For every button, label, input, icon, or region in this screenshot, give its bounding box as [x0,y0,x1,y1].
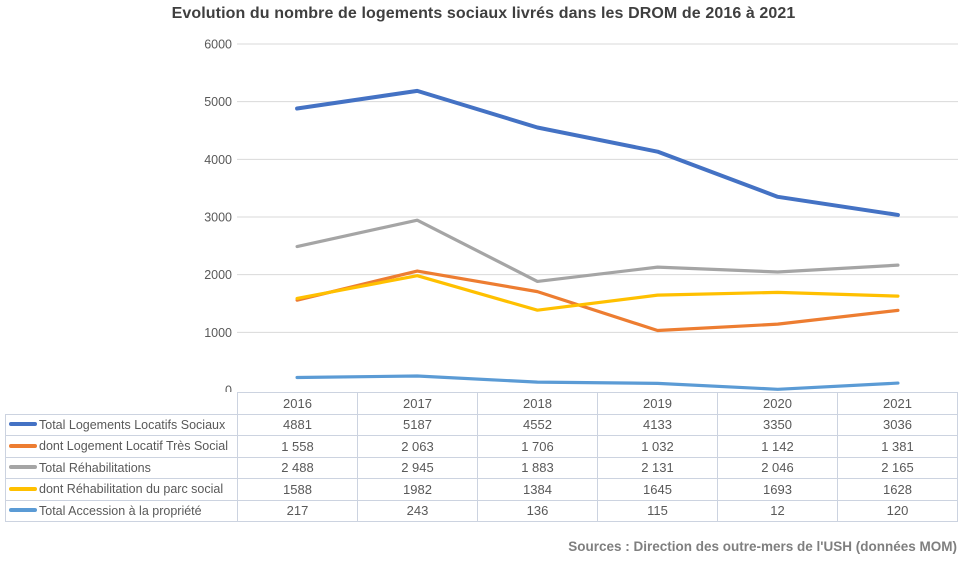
data-table: 2016 2017 2018 2019 2020 2021 Total Logements … [5,392,958,522]
legend-line-swatch [9,508,37,513]
value-cell: 2 488 [237,456,358,479]
line-chart-plot-area: 0 1000 2000 3000 4000 5000 6000 [204,38,958,393]
year-header-cell: 2017 [357,392,478,415]
table-row: Total Accession à la propriété 217 243 136 1… [5,499,958,522]
legend-line-swatch [9,422,37,427]
value-cell: 120 [837,499,958,522]
value-cell: 217 [237,499,358,522]
data-table-body: 2016 2017 2018 2019 2020 2021 Total Logements … [5,392,958,522]
value-cell: 2 131 [597,456,718,479]
value-cell: 1982 [357,478,478,501]
legend-cell: dont Réhabilitation du parc social [5,478,238,501]
y-axis-tick-label: 1000 [204,326,232,340]
value-cell: 1 706 [477,435,598,458]
table-corner-blank-cell [6,393,238,415]
legend-cell: Total Accession à la propriété [5,499,238,522]
y-axis-tick-label: 5000 [204,95,232,109]
legend-line-swatch [9,465,37,470]
table-row: dont Réhabilitation du parc social 1588 19… [5,478,958,501]
year-header-cell: 2020 [717,392,838,415]
y-axis-tick-label: 3000 [204,211,232,225]
value-cell: 2 046 [717,456,838,479]
value-cell: 3350 [717,413,838,436]
legend-cell: Total Logements Locatifs Sociaux [5,413,238,436]
value-cell: 4881 [237,413,358,436]
value-cell: 1628 [837,478,958,501]
value-cell: 1384 [477,478,598,501]
value-cell: 136 [477,499,598,522]
table-row: Total Réhabilitations 2 488 2 945 1 883 2 13… [5,456,958,479]
value-cell: 1 558 [237,435,358,458]
source-note: Sources : Direction des outre-mers de l'… [568,539,957,554]
legend-line-swatch [9,443,37,448]
series-line [295,274,900,312]
y-axis-tick-label: 0 [225,384,232,393]
legend-line-swatch [9,486,37,491]
value-cell: 4133 [597,413,718,436]
y-axis-tick-label: 2000 [204,268,232,282]
series-line [295,218,900,284]
value-cell: 12 [717,499,838,522]
legend-label: Total Accession à la propriété [39,503,202,518]
value-cell: 115 [597,499,718,522]
table-header-row: 2016 2017 2018 2019 2020 2021 [6,392,958,415]
year-header-cell: 2021 [837,392,958,415]
y-axis-tick-label: 4000 [204,153,232,167]
value-cell: 3036 [837,413,958,436]
value-cell: 1588 [237,478,358,501]
value-cell: 1 032 [597,435,718,458]
legend-label: Total Réhabilitations [39,460,151,475]
series-line [295,269,900,333]
legend-label: Total Logements Locatifs Sociaux [39,417,226,432]
value-cell: 243 [357,499,478,522]
value-cell: 1645 [597,478,718,501]
legend-label: dont Logement Locatif Très Social [39,439,229,454]
value-cell: 2 945 [357,456,478,479]
value-cell: 1 883 [477,456,598,479]
value-cell: 2 063 [357,435,478,458]
legend-label: dont Réhabilitation du parc social [39,482,224,497]
legend-cell: Total Réhabilitations [5,456,238,479]
value-cell: 1693 [717,478,838,501]
series-line [295,374,900,391]
value-cell: 2 165 [837,456,958,479]
series-line [295,88,900,217]
table-row: Total Logements Locatifs Sociaux 4881 5187… [5,413,958,436]
legend-cell: dont Logement Locatif Très Social [5,435,238,458]
table-row: dont Logement Locatif Très Social 1 558 2 … [5,435,958,458]
value-cell: 1 381 [837,435,958,458]
year-header-cell: 2019 [597,392,718,415]
chart-title: Evolution du nombre de logements sociaux… [171,5,796,22]
year-header-cell: 2018 [477,392,598,415]
y-axis-tick-label: 6000 [204,38,232,52]
value-cell: 4552 [477,413,598,436]
value-cell: 1 142 [717,435,838,458]
year-header-cell: 2016 [237,392,358,415]
value-cell: 5187 [357,413,478,436]
